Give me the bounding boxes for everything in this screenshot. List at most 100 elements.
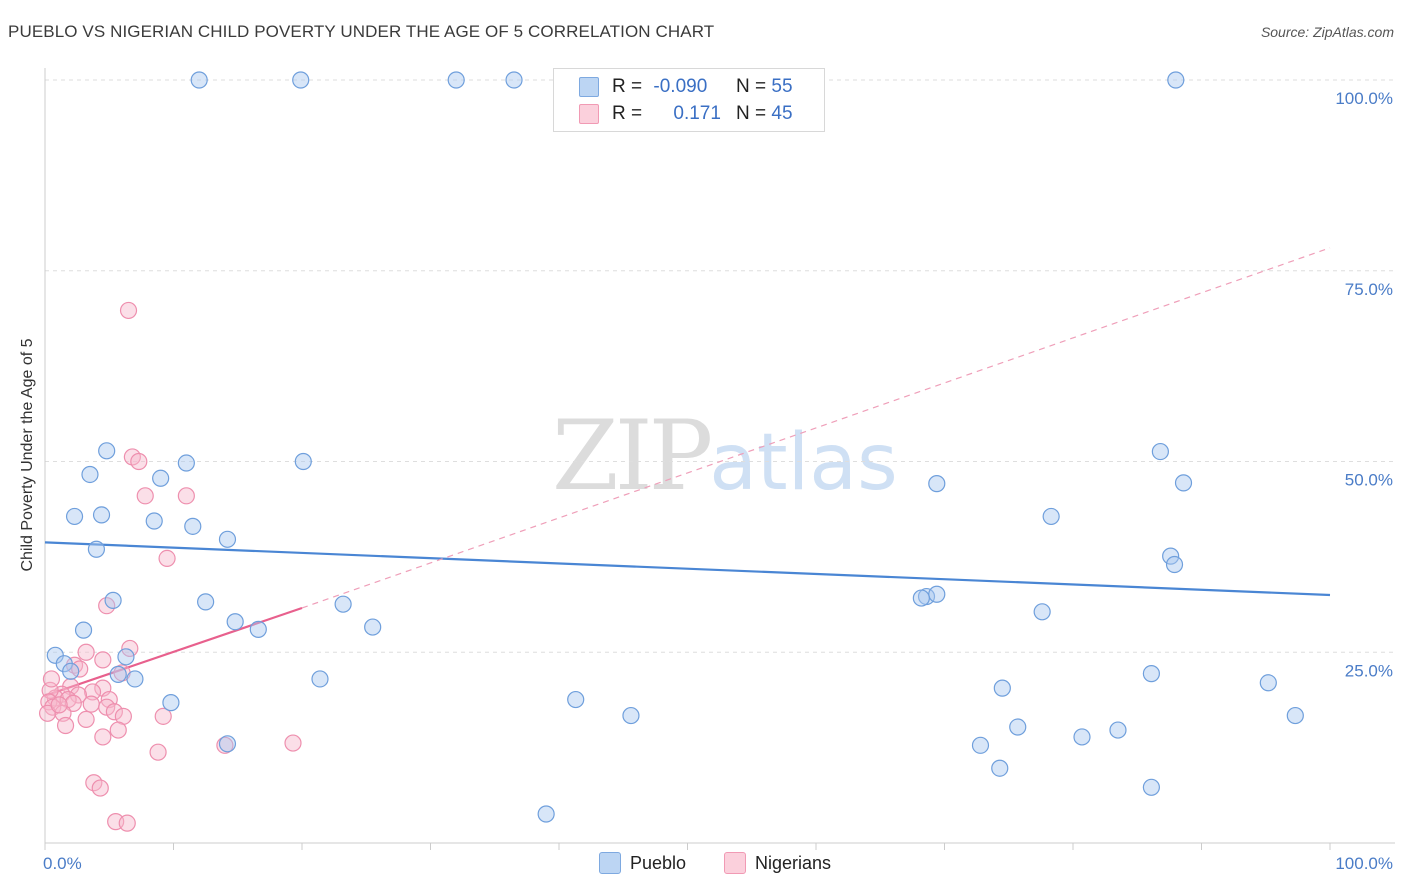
pueblo-point: [1167, 71, 1185, 89]
nigerians-point: [50, 696, 68, 714]
pueblo-point: [74, 621, 93, 639]
nigerians-trendline: [44, 606, 303, 697]
y-tick-label: 100.0%: [1335, 89, 1393, 108]
pueblo-point: [1142, 665, 1160, 683]
pueblo-point: [117, 648, 135, 666]
nigerians-point: [154, 707, 172, 725]
pueblo-point: [991, 759, 1009, 777]
pueblo-point: [505, 71, 523, 89]
source-credit: Source: ZipAtlas.com: [1260, 24, 1394, 40]
watermark: ZIPatlas: [552, 400, 898, 512]
pueblo-point: [993, 679, 1011, 697]
pueblo-point: [1165, 555, 1184, 574]
nigerians-point: [105, 703, 123, 721]
pueblo-point: [1286, 706, 1304, 725]
pueblo-point: [104, 591, 122, 609]
nigerians-point: [158, 549, 176, 568]
pueblo-point: [218, 735, 237, 753]
pueblo-point: [1162, 547, 1180, 565]
nigerians-point: [56, 716, 75, 735]
pueblo-point: [294, 452, 312, 471]
nigerians-point: [109, 721, 127, 739]
legend-r-label: R =: [612, 76, 643, 97]
pueblo-point: [311, 670, 329, 688]
pueblo-point: [65, 507, 84, 526]
y-tick-label: 25.0%: [1345, 661, 1393, 680]
nigerians-point: [82, 695, 100, 713]
nigerians-point: [94, 651, 112, 669]
series-legend: Pueblo Nigerians: [0, 852, 1406, 878]
pueblo-point: [1259, 674, 1277, 692]
nigerians-point: [77, 710, 95, 728]
pueblo-point: [162, 694, 180, 712]
series-legend-pueblo[interactable]: Pueblo: [599, 852, 686, 874]
nigerians-point: [91, 779, 109, 797]
series-legend-nigerians[interactable]: Nigerians: [724, 852, 831, 874]
pueblo-point: [1151, 442, 1169, 461]
pueblo-point: [249, 620, 267, 638]
nigerians-point: [136, 487, 154, 505]
pueblo-point: [567, 690, 585, 709]
pueblo-point: [92, 506, 111, 524]
nigerians-point: [149, 743, 167, 761]
watermark-zip: ZIP: [552, 400, 713, 512]
pueblo-point: [971, 736, 990, 754]
pueblo-label: Pueblo: [630, 852, 687, 873]
chart-title: PUEBLO VS NIGERIAN CHILD POVERTY UNDER T…: [8, 22, 715, 41]
pueblo-point: [87, 540, 106, 558]
pueblo-swatch: [599, 852, 621, 874]
legend-r-label: R =: [612, 103, 643, 124]
pueblo-point: [1042, 507, 1060, 526]
nigerians-swatch: [724, 852, 746, 874]
legend-n-value-nigerians: 45: [771, 103, 793, 124]
watermark-atlas: atlas: [709, 418, 898, 508]
nigerians-point: [177, 487, 195, 505]
pueblo-trendline: [44, 541, 1331, 597]
pueblo-point: [226, 613, 244, 631]
pueblo-point: [1073, 728, 1091, 746]
pueblo-point: [109, 665, 127, 683]
nigerians-point: [64, 694, 82, 712]
pueblo-point: [1033, 603, 1051, 621]
legend-n-label: N =: [736, 76, 767, 97]
pueblo-point: [447, 71, 465, 89]
pueblo-point: [177, 454, 195, 472]
nigerians-point: [77, 643, 95, 661]
pueblo-point: [197, 593, 215, 611]
pueblo-point: [912, 589, 930, 607]
nigerians-point: [284, 734, 302, 752]
x-tick-label: 0.0%: [43, 854, 82, 873]
nigerians-point: [121, 639, 139, 658]
pueblo-point: [928, 585, 946, 603]
nigerians-point: [83, 683, 102, 701]
pueblo-point: [364, 618, 382, 636]
legend-n-label: N =: [736, 103, 767, 124]
pueblo-point: [1109, 721, 1127, 739]
y-tick-label: 50.0%: [1345, 471, 1393, 490]
pueblo-point: [537, 805, 555, 823]
legend-r-value-pueblo: -0.090: [653, 76, 708, 97]
legend-n-value-pueblo: 55: [771, 76, 793, 97]
nigerians-label: Nigerians: [755, 852, 832, 873]
pueblo-point: [152, 469, 170, 487]
legend-swatch-pueblo: [579, 77, 599, 97]
nigerians-point: [42, 670, 61, 688]
nigerians-point: [130, 452, 148, 471]
nigerians-point: [119, 301, 138, 320]
pueblo-point: [81, 465, 99, 484]
x-tick-label: 100.0%: [1335, 854, 1393, 873]
pueblo-point: [184, 517, 202, 535]
pueblo-point: [622, 706, 640, 725]
pueblo-point: [292, 71, 310, 89]
pueblo-point: [126, 670, 144, 688]
pueblo-point: [1009, 718, 1027, 736]
pueblo-point: [334, 595, 352, 613]
y-tick-label: 75.0%: [1345, 280, 1393, 299]
pueblo-point: [145, 512, 163, 530]
pueblo-point: [190, 71, 208, 89]
pueblo-point: [98, 442, 116, 460]
nigerians-point: [94, 728, 112, 746]
pueblo-point: [218, 530, 237, 548]
nigerians-point: [118, 814, 136, 832]
